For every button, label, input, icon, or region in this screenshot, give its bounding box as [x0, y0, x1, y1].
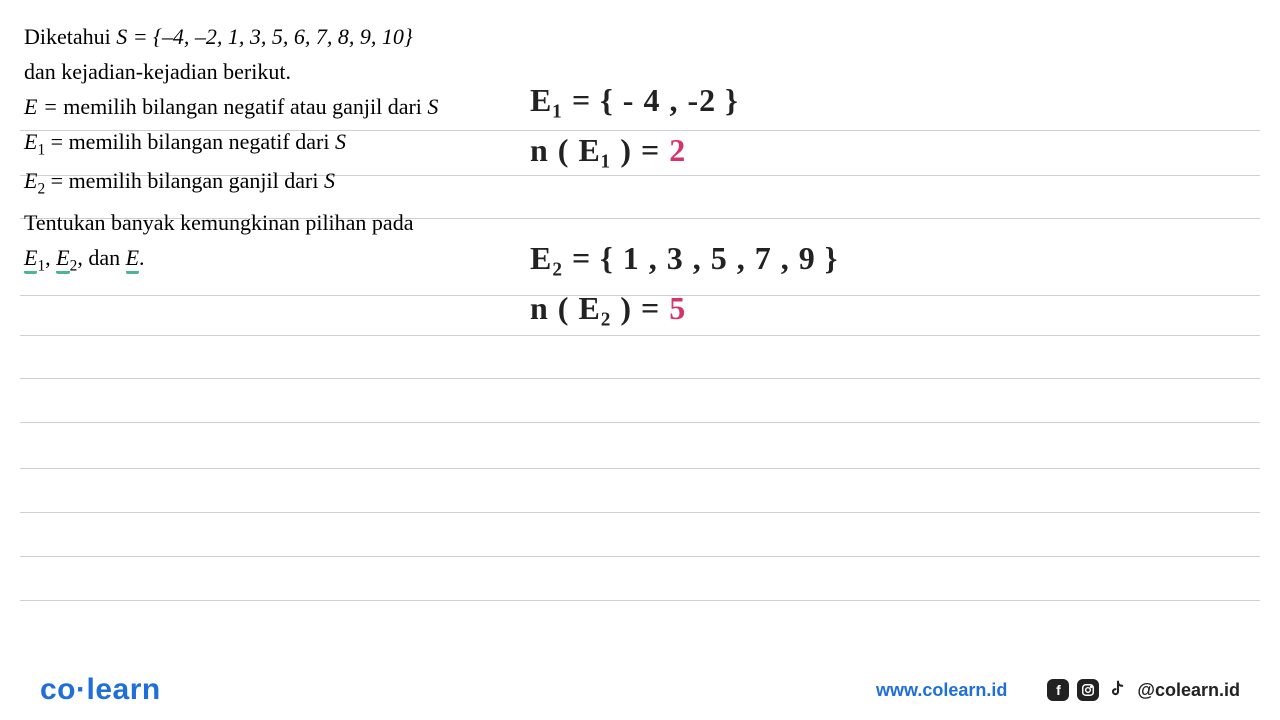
var-s: S: [324, 168, 335, 193]
problem-line-4: E1 = memilih bilangan negatif dari S: [24, 125, 504, 162]
problem-line-7: E1, E2, dan E.: [24, 241, 504, 278]
var-s: S: [427, 94, 438, 119]
sub-1: 1: [37, 141, 45, 158]
logo-part-a: co: [40, 673, 76, 706]
ruled-line: [20, 468, 1260, 469]
ruled-line: [20, 600, 1260, 601]
website-url: www.colearn.id: [876, 680, 1007, 701]
var-e-u: E: [126, 245, 139, 274]
comma-1: ,: [45, 245, 56, 270]
ruled-line: [20, 422, 1260, 423]
sub-2: 2: [37, 180, 45, 197]
period: .: [139, 245, 145, 270]
var-e2-u: E: [56, 245, 69, 274]
logo: co·learn: [40, 673, 161, 707]
ruled-line: [20, 556, 1260, 557]
social-handle: @colearn.id: [1137, 680, 1240, 701]
content-area: Diketahui S = {–4, –2, 1, 3, 5, 6, 7, 8,…: [0, 0, 1280, 660]
sub-1b: 1: [37, 257, 45, 274]
var-e1: E: [24, 129, 37, 154]
handwritten-e1-set: E₁ = { - 4 , -2 }: [530, 82, 739, 119]
instagram-icon: [1077, 679, 1099, 701]
n-e2-prefix: n ( E₂ ) =: [530, 290, 669, 326]
n-e1-value: 2: [669, 132, 686, 168]
problem-line-3: E = memilih bilangan negatif atau ganjil…: [24, 90, 504, 123]
footer: co·learn www.colearn.id f @colearn.id: [0, 660, 1280, 720]
handwritten-n-e1: n ( E₁ ) = 2: [530, 132, 686, 169]
social-block: f @colearn.id: [1047, 679, 1240, 701]
handwritten-e2-set: E₂ = { 1 , 3 , 5 , 7 , 9 }: [530, 240, 838, 277]
desc-e: memilih bilangan negatif atau ganjil dar…: [58, 94, 428, 119]
problem-line-6: Tentukan banyak kemungkinan pilihan pada: [24, 206, 504, 239]
set-definition: S = {–4, –2, 1, 3, 5, 6, 7, 8, 9, 10}: [116, 24, 412, 49]
logo-part-b: learn: [87, 673, 161, 706]
desc-e2: = memilih bilangan ganjil dari: [45, 168, 324, 193]
problem-line-2: dan kejadian-kejadian berikut.: [24, 55, 504, 88]
handwritten-n-e2: n ( E₂ ) = 5: [530, 290, 686, 327]
text-diketahui: Diketahui: [24, 24, 116, 49]
ruled-line: [20, 378, 1260, 379]
var-s: S: [335, 129, 346, 154]
var-e2: E: [24, 168, 37, 193]
facebook-icon: f: [1047, 679, 1069, 701]
n-e2-value: 5: [669, 290, 686, 326]
ruled-line: [20, 335, 1260, 336]
problem-line-1: Diketahui S = {–4, –2, 1, 3, 5, 6, 7, 8,…: [24, 20, 504, 53]
tiktok-icon: [1107, 679, 1129, 701]
ruled-line: [20, 512, 1260, 513]
logo-dot: ·: [76, 673, 87, 706]
comma-2: , dan: [77, 245, 125, 270]
problem-line-5: E2 = memilih bilangan ganjil dari S: [24, 164, 504, 201]
var-e: E =: [24, 94, 58, 119]
var-e1-u: E: [24, 245, 37, 274]
problem-text: Diketahui S = {–4, –2, 1, 3, 5, 6, 7, 8,…: [24, 20, 504, 280]
desc-e1: = memilih bilangan negatif dari: [45, 129, 335, 154]
n-e1-prefix: n ( E₁ ) =: [530, 132, 669, 168]
